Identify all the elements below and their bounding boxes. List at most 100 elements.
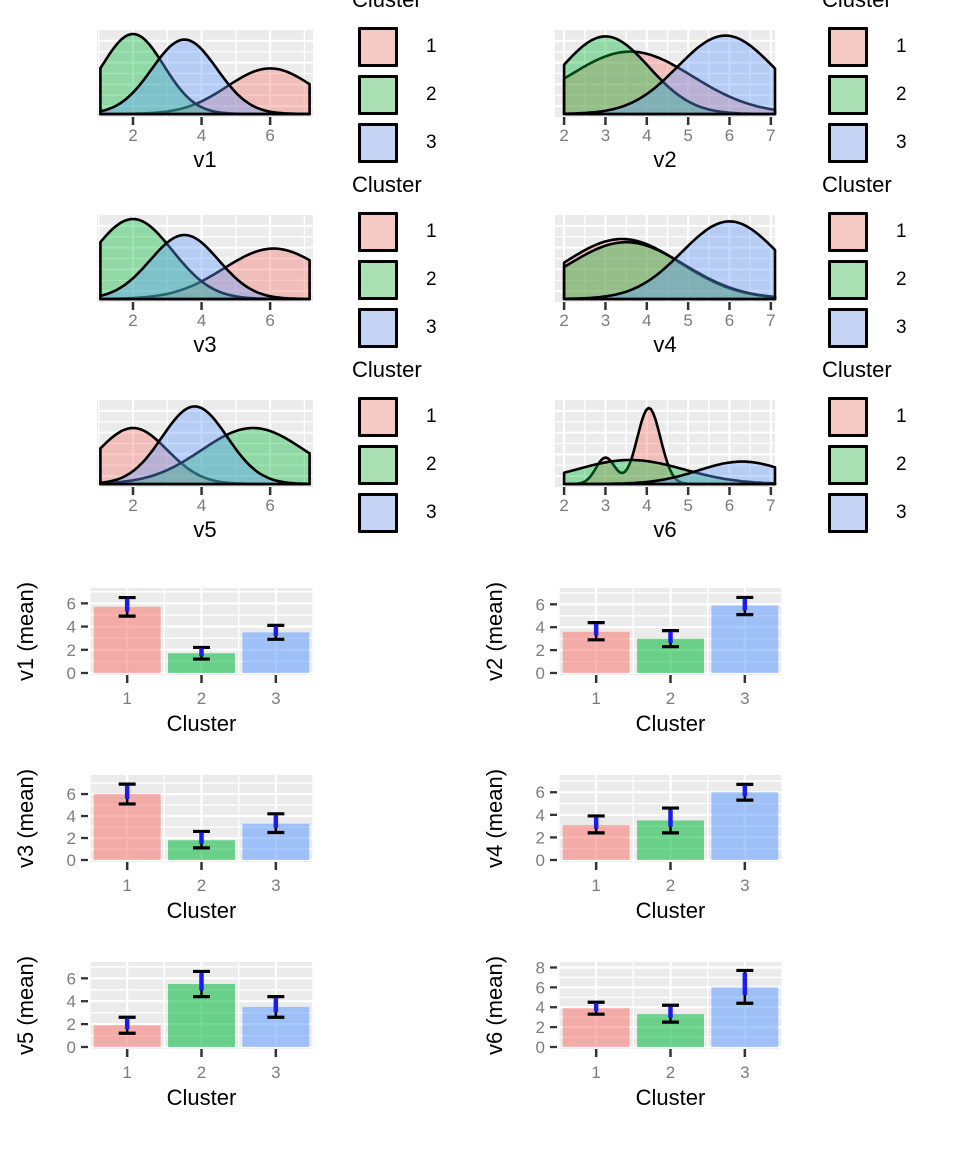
legend-key-cluster-1 — [358, 27, 398, 67]
legend-key-cluster-3 — [828, 123, 868, 163]
y-tick-label: 4 — [536, 618, 545, 637]
density-plot-v2: 2 3 4 5 6 7 v2 — [555, 30, 777, 172]
x-axis: 2 4 6 — [128, 117, 275, 145]
x-tick-label: 5 — [683, 126, 692, 145]
density-curve-cluster-3 — [562, 460, 777, 486]
error-bar-cluster-1 — [118, 782, 136, 806]
legend-key-cluster-2 — [358, 75, 398, 115]
y-tick-label: 8 — [536, 958, 545, 977]
legend-title: Cluster — [822, 172, 892, 197]
x-tick-label: 1 — [591, 1063, 600, 1082]
x-axis-title: v3 — [193, 332, 216, 357]
y-tick-label: 0 — [67, 851, 76, 870]
x-tick-label: 3 — [740, 689, 749, 708]
x-axis: 2 4 6 — [128, 302, 275, 330]
x-tick-label: 3 — [601, 311, 610, 330]
x-tick-label: 1 — [591, 689, 600, 708]
legend-key-cluster-1 — [358, 397, 398, 437]
bar-plot-v1_mean: 0 2 4 6 v1 (mean) 1 2 3 Cluster — [13, 582, 314, 736]
legend-key-cluster-1 — [828, 397, 868, 437]
error-bar-cluster-2 — [662, 806, 679, 835]
legend-label: 1 — [896, 406, 907, 427]
error-bar-cluster-2 — [193, 829, 210, 850]
x-axis-title: Cluster — [636, 1085, 706, 1110]
y-tick-label: 2 — [67, 641, 76, 660]
error-bar-cluster-1 — [587, 814, 605, 835]
legend-label: 1 — [426, 36, 437, 57]
y-axis-title: v2 (mean) — [482, 582, 507, 681]
error-bar-cluster-3 — [736, 595, 754, 617]
y-tick-label: 4 — [67, 992, 76, 1011]
x-axis-title: v4 — [653, 332, 676, 357]
bar-cluster-1 — [93, 1025, 161, 1047]
error-bar-cluster-1 — [587, 621, 605, 642]
x-axis: 1 2 3 — [122, 1049, 281, 1082]
x-axis-title: Cluster — [636, 711, 706, 736]
y-axis: 0 2 4 6 — [536, 595, 557, 683]
y-tick-label: 4 — [67, 618, 76, 637]
y-tick-label: 2 — [67, 829, 76, 848]
x-tick-label: 3 — [601, 126, 610, 145]
x-tick-label: 4 — [642, 126, 651, 145]
y-tick-label: 0 — [67, 664, 76, 683]
y-axis-title: v3 (mean) — [13, 769, 38, 868]
x-tick-label: 6 — [725, 311, 734, 330]
bar-cluster-3 — [711, 605, 779, 673]
legend-key-cluster-2 — [358, 445, 398, 485]
density-plot-v4: 2 3 4 5 6 7 v4 — [555, 215, 777, 357]
y-tick-label: 0 — [536, 851, 545, 870]
density-plot-v1: 2 4 6 v1 — [97, 30, 313, 172]
x-tick-label: 1 — [122, 1063, 131, 1082]
x-tick-label: 7 — [766, 496, 775, 515]
x-axis: 1 2 3 — [591, 1049, 750, 1082]
x-tick-label: 3 — [271, 1063, 280, 1082]
legend-label: 2 — [896, 84, 907, 105]
legend-key-cluster-2 — [828, 260, 868, 300]
x-axis-title: v6 — [653, 517, 676, 542]
legend-title: Cluster — [822, 357, 892, 382]
legend-title: Cluster — [352, 0, 422, 12]
x-tick-label: 2 — [128, 496, 137, 515]
x-tick-label: 6 — [265, 126, 274, 145]
x-tick-label: 4 — [197, 496, 206, 515]
x-axis: 2 3 4 5 6 7 — [559, 487, 776, 515]
x-tick-label: 5 — [683, 311, 692, 330]
legend-label: 3 — [426, 502, 437, 523]
density-curve-cluster-3 — [562, 34, 777, 116]
bar-plot-v5_mean: 0 2 4 6 v5 (mean) 1 2 3 Cluster — [13, 956, 314, 1110]
y-tick-label: 6 — [67, 785, 76, 804]
x-axis-title: v5 — [193, 517, 216, 542]
density-curve-cluster-2 — [562, 240, 777, 301]
y-axis-title: v4 (mean) — [482, 769, 507, 868]
x-tick-label: 3 — [740, 876, 749, 895]
x-tick-label: 7 — [766, 311, 775, 330]
y-tick-label: 6 — [67, 969, 76, 988]
error-bar-cluster-1 — [118, 1015, 136, 1035]
legend-key-cluster-1 — [358, 212, 398, 252]
x-axis: 2 3 4 5 6 7 — [559, 117, 776, 145]
density-curve-cluster-3 — [99, 38, 311, 116]
error-bar-cluster-3 — [736, 782, 754, 802]
density-curve-cluster-1 — [562, 50, 777, 116]
y-tick-label: 4 — [536, 806, 545, 825]
x-tick-label: 2 — [666, 1063, 675, 1082]
legend-key-cluster-3 — [358, 493, 398, 533]
x-tick-label: 3 — [601, 496, 610, 515]
error-bar-cluster-2 — [193, 969, 210, 999]
legend-label: 3 — [896, 317, 907, 338]
y-axis: 0 2 4 6 — [67, 594, 88, 683]
density-curve-cluster-2 — [99, 426, 311, 486]
y-axis: 0 2 4 6 — [536, 783, 557, 870]
y-tick-label: 2 — [536, 641, 545, 660]
bar-cluster-2 — [168, 840, 235, 860]
legend-label: 3 — [426, 132, 437, 153]
y-tick-label: 0 — [67, 1038, 76, 1057]
y-tick-label: 2 — [67, 1015, 76, 1034]
x-axis: 1 2 3 — [591, 862, 750, 895]
bar-cluster-3 — [711, 792, 779, 860]
legend-key-cluster-1 — [828, 27, 868, 67]
x-tick-label: 2 — [197, 1063, 206, 1082]
error-bar-cluster-2 — [662, 1003, 679, 1024]
x-axis-title: v2 — [653, 147, 676, 172]
